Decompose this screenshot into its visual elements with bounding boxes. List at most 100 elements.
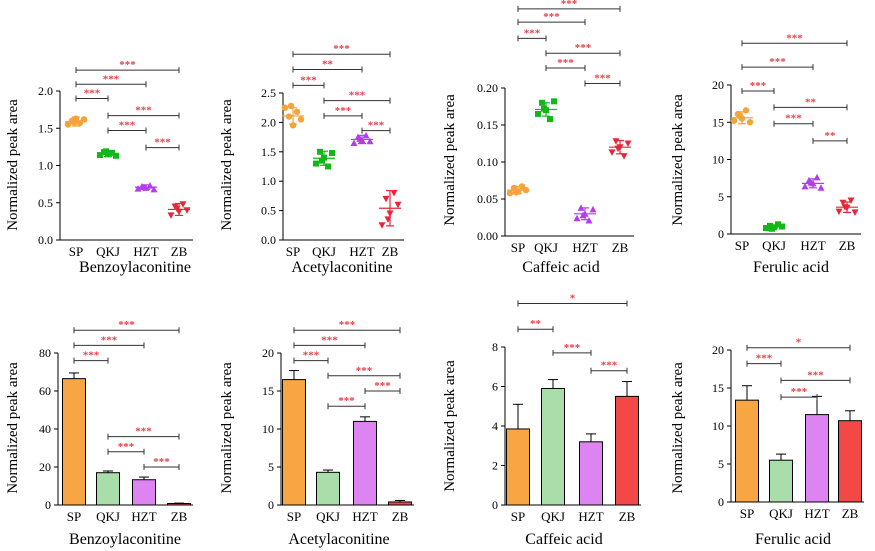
x-tick-label-qkj: QKJ (96, 509, 120, 524)
y-tick-label: 0.10 (477, 155, 498, 169)
x-tick-label-qkj: QKJ (316, 509, 340, 524)
data-point-sp (522, 186, 530, 194)
sig-label: ** (825, 130, 837, 142)
x-tick-label-qkj: QKJ (312, 244, 336, 259)
sig-label: *** (119, 59, 136, 71)
y-tick-label: 2.5 (261, 86, 276, 100)
y-tick-label: 0.15 (477, 118, 498, 132)
y-tick-label: 10 (712, 419, 724, 433)
y-tick-label: 10 (262, 422, 274, 436)
bar-sp (282, 379, 306, 506)
y-tick-label: 0.0 (261, 233, 276, 247)
data-point-hzt (146, 182, 154, 189)
bar-qkj (541, 387, 565, 506)
x-tick-label-hzt: HZT (804, 506, 829, 521)
data-point-qkj (329, 149, 335, 156)
y-tick-label: 0.0 (38, 233, 53, 247)
panel-3: 0.00 0.05 0.10 0.15 0.20 SP QKJ HZT ZB Caffeic ac… (442, 0, 634, 276)
x-tick-label-sp: SP (67, 509, 81, 524)
data-point-hzt (362, 131, 370, 139)
data-point-hzt (350, 139, 358, 146)
sig-label: *** (564, 342, 581, 354)
sig-label: *** (543, 11, 560, 23)
y-tick-label: 15 (262, 384, 274, 398)
data-point-hzt (817, 184, 825, 191)
y-tick-label: 0 (492, 498, 498, 512)
x-tick-label-hzt: HZT (131, 509, 156, 524)
data-point-qkj (551, 98, 557, 105)
y-tick-label: 15 (712, 115, 724, 129)
data-point-sp (285, 113, 293, 120)
y-tick-label: 40 (39, 422, 51, 436)
panel-5: 0 20 40 60 80 SP QKJ HZT ZB Benzoylaconitine Norma… (5, 319, 193, 548)
x-tick-label-zb: ZB (392, 509, 409, 524)
sig-label: *** (374, 380, 391, 392)
sig-label: *** (103, 73, 120, 85)
y-tick-label: 4 (492, 419, 498, 433)
panel-2: 0.0 0.5 1.0 1.5 2.0 2.5 SP QKJ HZT ZBAcetylaconit… (219, 43, 404, 276)
x-tick-label-qkj: QKJ (769, 506, 793, 521)
data-point-sp (293, 108, 301, 116)
sig-label: *** (118, 319, 135, 331)
y-tick-label: 20 (39, 460, 51, 474)
x-tick-label-sp: SP (286, 244, 300, 259)
sig-label: *** (303, 350, 320, 362)
y-tick-label: 1.5 (38, 121, 53, 135)
y-tick-label: 1.5 (261, 145, 276, 159)
y-axis-label: Normalized peak area (442, 94, 458, 226)
x-tick-label-hzt: HZT (352, 509, 377, 524)
y-tick-label: 2.0 (261, 115, 276, 129)
data-point-hzt (577, 204, 585, 211)
bar-sp (506, 428, 530, 506)
panel-8: 0 5 10 15 20 SP QKJ HZT ZB Ferulic acid Normalized… (670, 337, 864, 548)
bar-hzt (805, 414, 829, 503)
x-tick-label-zb: ZB (382, 244, 399, 259)
x-tick-label-zb: ZB (619, 509, 636, 524)
y-tick-label: 0.20 (477, 81, 498, 95)
sig-label: * (570, 293, 576, 305)
data-point-qkj (317, 148, 323, 155)
sig-label: *** (153, 456, 170, 468)
y-tick-label: 5 (718, 190, 724, 204)
sig-label: *** (524, 27, 541, 39)
data-point-sp (736, 113, 744, 120)
x-tick-label-hzt: HZT (578, 509, 603, 524)
y-tick-label: 20 (712, 343, 724, 357)
x-tick-label-hzt: HZT (349, 244, 374, 259)
y-tick-label: 15 (712, 381, 724, 395)
data-point-zb (173, 205, 181, 213)
x-tick-label-qkj: QKJ (96, 244, 120, 259)
data-point-sp (287, 102, 295, 110)
y-tick-label: 0 (718, 227, 724, 241)
panel-title: Ferulic acid (753, 259, 829, 276)
y-tick-label: 0.00 (477, 229, 498, 243)
data-point-zb (384, 216, 392, 223)
data-point-zb (851, 209, 859, 216)
data-point-qkj (103, 148, 109, 155)
bar-zb (167, 502, 191, 506)
x-tick-label-qkj: QKJ (534, 240, 558, 255)
y-tick-label: 10 (712, 153, 724, 167)
sig-label: *** (135, 105, 152, 117)
x-tick-label-sp: SP (735, 238, 749, 253)
sig-label: *** (785, 113, 802, 125)
data-point-qkj (539, 99, 545, 106)
x-tick-label-zb: ZB (842, 506, 859, 521)
data-point-qkj (763, 225, 769, 232)
data-point-qkj (313, 160, 319, 167)
x-tick-label-sp: SP (287, 509, 301, 524)
data-point-qkj (109, 149, 115, 156)
data-point-zb (183, 207, 191, 214)
sig-label: *** (338, 395, 355, 407)
sig-label: *** (807, 369, 824, 381)
data-point-zb (390, 189, 398, 197)
y-axis-label: Normalized peak area (5, 99, 21, 231)
sig-label: *** (119, 119, 136, 131)
data-point-sp (297, 116, 305, 123)
x-tick-label-sp: SP (69, 244, 83, 259)
sig-label: *** (791, 386, 808, 398)
y-tick-label: 8 (492, 340, 498, 354)
data-point-sp (742, 107, 750, 114)
panel-7: 0 2 4 6 8 SP QKJ HZT ZB Caffeic acid Normalized pe… (442, 293, 641, 548)
sig-label: ** (530, 318, 542, 330)
